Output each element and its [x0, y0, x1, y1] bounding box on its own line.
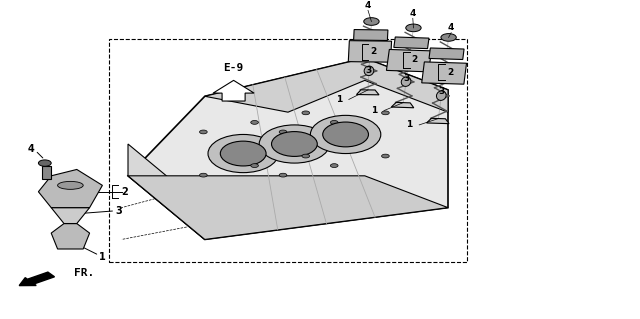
- Polygon shape: [205, 58, 448, 112]
- Circle shape: [364, 18, 379, 25]
- Polygon shape: [354, 30, 388, 41]
- Circle shape: [251, 164, 259, 167]
- Circle shape: [200, 130, 207, 134]
- Polygon shape: [394, 37, 429, 48]
- Ellipse shape: [323, 122, 369, 147]
- Text: 2: 2: [370, 47, 376, 56]
- Circle shape: [441, 33, 456, 41]
- Polygon shape: [356, 90, 379, 95]
- Circle shape: [406, 24, 421, 32]
- Polygon shape: [391, 102, 414, 108]
- Polygon shape: [51, 208, 90, 224]
- Ellipse shape: [364, 66, 374, 76]
- Text: 2: 2: [122, 187, 128, 197]
- Text: E-9: E-9: [223, 63, 244, 73]
- Circle shape: [279, 173, 287, 177]
- Circle shape: [302, 154, 310, 158]
- Ellipse shape: [208, 134, 278, 173]
- Text: 4: 4: [448, 23, 454, 32]
- Polygon shape: [426, 118, 449, 124]
- Text: 1: 1: [336, 95, 342, 104]
- Polygon shape: [429, 48, 464, 60]
- Text: 1: 1: [99, 252, 106, 262]
- Circle shape: [38, 160, 51, 166]
- Text: 4: 4: [28, 144, 34, 154]
- Circle shape: [330, 164, 338, 167]
- Polygon shape: [387, 49, 431, 72]
- Polygon shape: [422, 62, 467, 84]
- Circle shape: [381, 111, 389, 115]
- Polygon shape: [38, 169, 102, 208]
- Circle shape: [279, 130, 287, 134]
- Ellipse shape: [310, 115, 381, 153]
- Ellipse shape: [271, 132, 317, 156]
- Text: 1: 1: [406, 120, 413, 130]
- Ellipse shape: [58, 182, 83, 189]
- Polygon shape: [348, 41, 392, 62]
- Polygon shape: [128, 144, 205, 240]
- Polygon shape: [213, 80, 254, 101]
- Ellipse shape: [401, 77, 411, 86]
- Text: 3: 3: [115, 206, 122, 216]
- Polygon shape: [128, 58, 448, 240]
- Ellipse shape: [259, 125, 330, 163]
- Text: 4: 4: [410, 9, 416, 18]
- Circle shape: [302, 111, 310, 115]
- Text: 1: 1: [371, 106, 378, 115]
- FancyArrow shape: [19, 272, 54, 286]
- Text: 4: 4: [365, 1, 371, 10]
- Text: 3: 3: [438, 87, 445, 96]
- Text: 3: 3: [403, 74, 410, 83]
- Polygon shape: [42, 166, 51, 179]
- Circle shape: [200, 173, 207, 177]
- Polygon shape: [51, 224, 90, 249]
- Circle shape: [381, 154, 389, 158]
- Circle shape: [251, 121, 259, 124]
- Text: 3: 3: [365, 66, 371, 75]
- Ellipse shape: [436, 91, 446, 100]
- Text: 2: 2: [447, 68, 453, 77]
- Ellipse shape: [220, 141, 266, 166]
- Polygon shape: [128, 176, 448, 240]
- Text: FR.: FR.: [74, 268, 94, 278]
- Circle shape: [330, 121, 338, 124]
- Text: 2: 2: [412, 55, 418, 64]
